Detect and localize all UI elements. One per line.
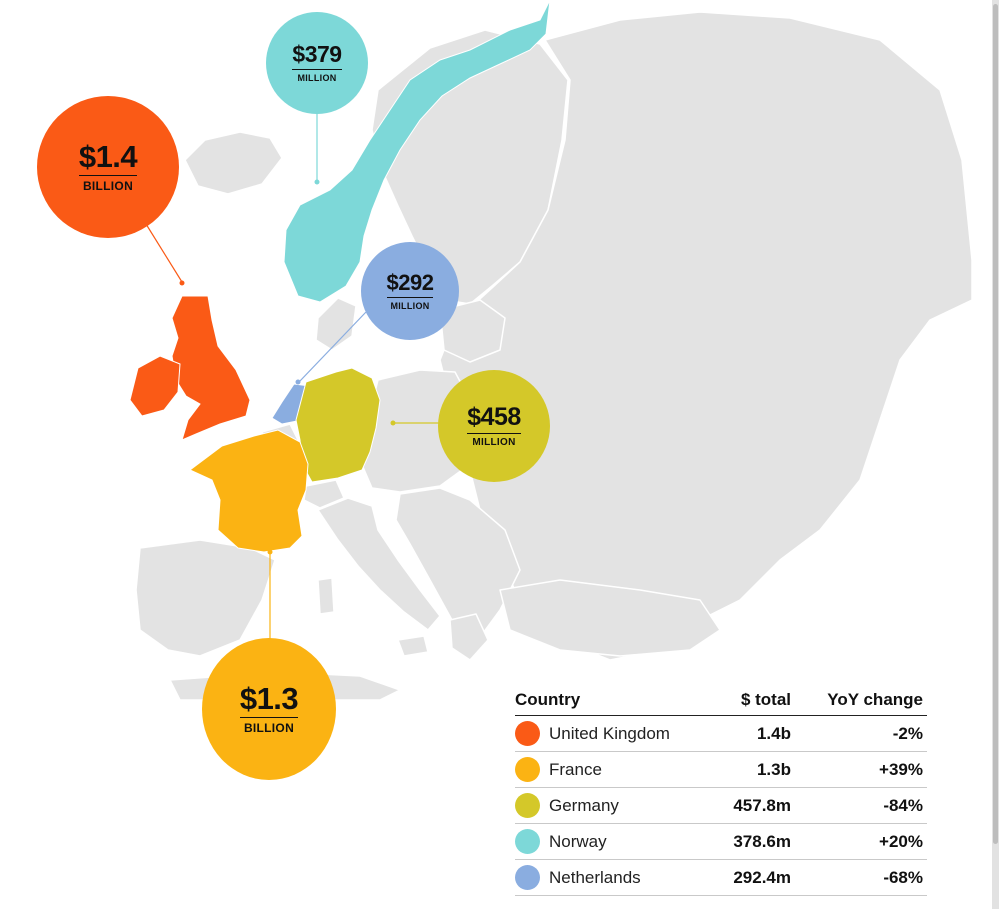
country-united-kingdom [171, 295, 251, 441]
table-row: Netherlands 292.4m -68% [515, 860, 927, 896]
leader-united-kingdom-dot [179, 280, 185, 286]
table-row: Norway 378.6m +20% [515, 824, 927, 860]
land-sicily [397, 635, 429, 657]
land-italy [317, 497, 441, 631]
callout-united-kingdom-unit: BILLION [82, 179, 134, 193]
country-france [189, 429, 309, 553]
leader-france-dot [267, 549, 273, 555]
leader-germany-dot [390, 420, 396, 426]
land-sardinia [317, 577, 335, 615]
row-country: Norway [549, 831, 607, 851]
callout-norway: $379 MILLION [266, 12, 368, 114]
callout-germany: $458 MILLION [438, 370, 550, 482]
country-ireland [129, 355, 181, 417]
scrollbar-thumb[interactable] [993, 4, 998, 844]
land-denmark [315, 297, 357, 351]
callout-norway-amount: $379 [292, 43, 342, 70]
leader-netherlands-dot [295, 379, 301, 385]
row-country-cell: France [515, 757, 681, 782]
row-total: 378.6m [733, 831, 791, 851]
callout-norway-unit: MILLION [297, 73, 337, 83]
table-row: France 1.3b +39% [515, 752, 927, 788]
leader-lines [145, 112, 440, 640]
callout-france: $1.3 BILLION [202, 638, 336, 780]
callout-netherlands-amount: $292 [386, 271, 434, 298]
callout-united-kingdom: $1.4 BILLION [37, 96, 179, 238]
row-total: 1.3b [756, 759, 791, 779]
land-iceland [184, 131, 283, 195]
callout-united-kingdom-amount: $1.4 [78, 139, 138, 176]
land-iberia [135, 539, 276, 657]
legend-dot-netherlands [515, 865, 540, 890]
legend-header: Country $ total YoY change [515, 684, 927, 716]
header-country: Country [515, 689, 581, 709]
legend-dot-norway [515, 829, 540, 854]
callout-netherlands-unit: MILLION [390, 300, 430, 311]
land-baltics [439, 299, 506, 363]
row-yoy: -84% [883, 795, 923, 815]
row-total: 292.4m [733, 867, 791, 887]
row-country: Germany [549, 795, 619, 815]
leader-united-kingdom [145, 223, 183, 283]
legend-table: Country $ total YoY change United Kingdo… [515, 684, 927, 896]
table-row: Germany 457.8m -84% [515, 788, 927, 824]
row-country: Netherlands [549, 867, 641, 887]
land-balkans [395, 487, 521, 641]
row-yoy: +39% [879, 759, 923, 779]
leader-norway-dot [314, 179, 320, 185]
land-switzerland [303, 479, 345, 509]
row-country: France [549, 759, 602, 779]
callout-france-amount: $1.3 [239, 681, 299, 718]
callout-germany-amount: $458 [467, 404, 521, 434]
legend-dot-united-kingdom [515, 721, 540, 746]
country-norway [283, 0, 551, 303]
base-land [135, 11, 973, 701]
row-yoy: +20% [879, 831, 923, 851]
legend-dot-germany [515, 793, 540, 818]
land-greece [449, 613, 489, 661]
callout-netherlands: $292 MILLION [361, 242, 459, 340]
row-country: United Kingdom [549, 723, 670, 743]
row-country-cell: United Kingdom [515, 721, 681, 746]
row-total: 457.8m [733, 795, 791, 815]
row-yoy: -2% [892, 723, 923, 743]
row-total: 1.4b [756, 723, 791, 743]
land-turkey [499, 579, 721, 657]
legend-dot-france [515, 757, 540, 782]
table-row: United Kingdom 1.4b -2% [515, 716, 927, 752]
row-country-cell: Germany [515, 793, 681, 818]
header-total: $ total [740, 689, 791, 709]
leader-netherlands [298, 311, 367, 383]
header-yoy: YoY change [827, 689, 923, 709]
callout-france-unit: BILLION [243, 721, 295, 735]
callout-germany-unit: MILLION [472, 436, 516, 448]
row-yoy: -68% [883, 867, 923, 887]
row-country-cell: Netherlands [515, 865, 681, 890]
row-country-cell: Norway [515, 829, 681, 854]
